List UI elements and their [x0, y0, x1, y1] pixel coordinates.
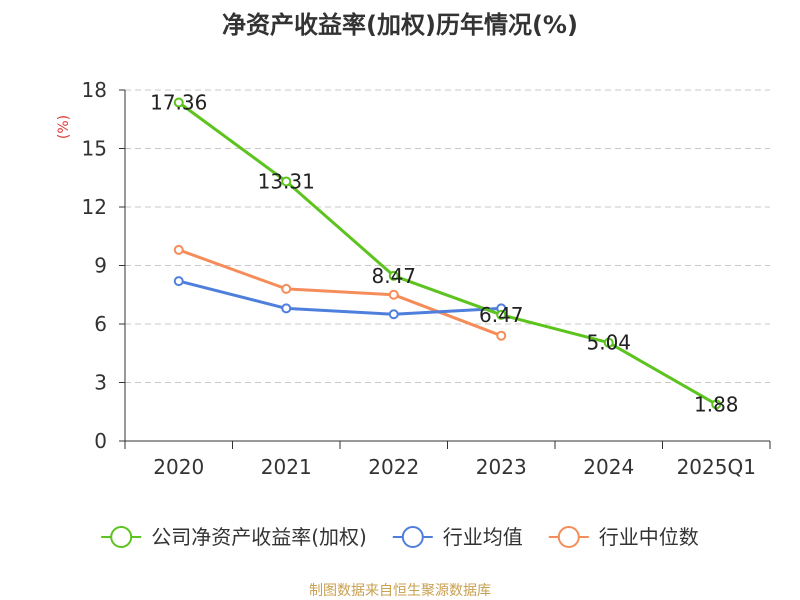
legend-marker — [401, 526, 424, 548]
data-point — [388, 309, 399, 320]
data-label: 8.47 — [371, 264, 416, 288]
data-point — [173, 97, 184, 108]
series-line — [177, 101, 718, 406]
axes: 0 3 6 9 12 15 18 2020 2021 2022 2023 2024 2025Q1 — [82, 78, 771, 479]
data-point — [173, 244, 184, 255]
legend-marker — [110, 526, 133, 548]
series-lines — [173, 97, 722, 410]
data-label: 13.31 — [258, 169, 315, 193]
y-tick-label: 12 — [82, 195, 107, 219]
legend-label: 行业中位数 — [599, 525, 699, 549]
data-point — [496, 330, 507, 341]
data-point — [281, 303, 292, 314]
series-line — [178, 248, 502, 338]
data-point — [496, 309, 507, 320]
source-note: 制图数据来自恒生聚源数据库 — [309, 583, 491, 599]
data-label: 1.88 — [694, 392, 739, 416]
data-label: 6.47 — [479, 303, 524, 327]
series-line — [178, 279, 502, 316]
legend-item: 行业均值 — [392, 525, 523, 549]
data-point — [603, 337, 614, 348]
y-tick-label: 15 — [82, 137, 107, 161]
legend-item: 公司净资产收益率(加权) — [101, 525, 367, 549]
x-tick-label: 2025Q1 — [677, 455, 756, 479]
x-tick-label: 2023 — [476, 455, 527, 479]
legend-label: 公司净资产收益率(加权) — [151, 525, 367, 549]
x-tick-label: 2022 — [368, 455, 419, 479]
x-tick-label: 2021 — [261, 455, 312, 479]
y-tick-label: 0 — [94, 429, 107, 453]
y-tick-label: 6 — [94, 312, 107, 336]
data-labels: 17.36 13.31 8.47 6.47 5.04 1.88 — [150, 90, 738, 416]
chart-title: 净资产收益率(加权)历年情况(%) — [222, 11, 578, 39]
legend: 公司净资产收益率(加权) 行业均值 行业中位数 — [101, 525, 699, 549]
y-tick-label: 18 — [82, 78, 107, 102]
data-point — [281, 283, 292, 294]
x-tick-label: 2024 — [583, 455, 634, 479]
legend-marker — [557, 526, 580, 548]
legend-label: 行业均值 — [443, 525, 523, 549]
data-point — [281, 176, 292, 187]
legend-item: 行业中位数 — [548, 525, 699, 549]
x-tick-label: 2020 — [153, 455, 204, 479]
y-axis-unit: (%) — [56, 115, 72, 139]
grid-lines — [125, 89, 770, 383]
y-tick-label: 3 — [94, 371, 107, 395]
data-point — [388, 289, 399, 300]
data-point — [711, 399, 722, 410]
y-tick-label: 9 — [94, 254, 107, 278]
data-point — [173, 276, 184, 287]
data-label: 17.36 — [150, 90, 207, 114]
data-point — [388, 270, 399, 281]
data-label: 5.04 — [586, 331, 631, 355]
